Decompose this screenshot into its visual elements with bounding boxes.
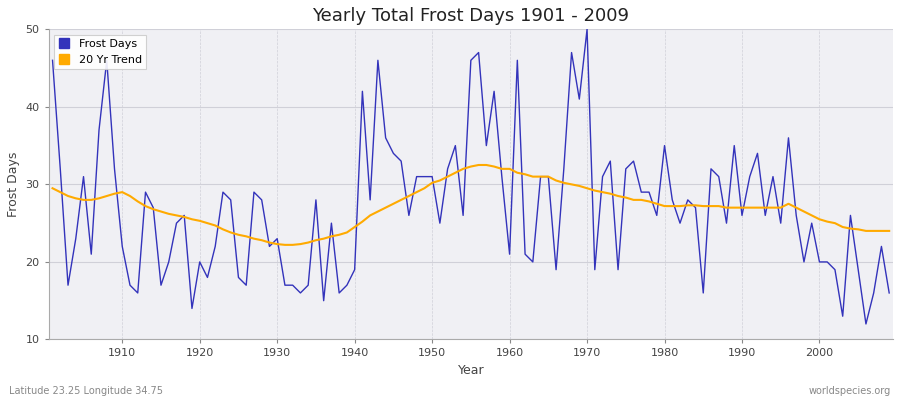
20 Yr Trend bbox=[884, 228, 895, 233]
Frost Days bbox=[497, 174, 508, 179]
Text: Latitude 23.25 Longitude 34.75: Latitude 23.25 Longitude 34.75 bbox=[9, 386, 163, 396]
20 Yr Trend bbox=[287, 242, 298, 247]
Legend: Frost Days, 20 Yr Trend: Frost Days, 20 Yr Trend bbox=[54, 35, 146, 70]
Title: Yearly Total Frost Days 1901 - 2009: Yearly Total Frost Days 1901 - 2009 bbox=[312, 7, 629, 25]
Line: Frost Days: Frost Days bbox=[52, 29, 889, 324]
Frost Days bbox=[581, 27, 592, 32]
Y-axis label: Frost Days: Frost Days bbox=[7, 152, 20, 217]
X-axis label: Year: Year bbox=[457, 364, 484, 377]
20 Yr Trend bbox=[473, 162, 484, 167]
20 Yr Trend bbox=[109, 191, 120, 196]
20 Yr Trend bbox=[280, 242, 291, 247]
Frost Days bbox=[109, 166, 120, 171]
Frost Days bbox=[280, 283, 291, 288]
Line: 20 Yr Trend: 20 Yr Trend bbox=[52, 165, 889, 245]
Frost Days bbox=[47, 58, 58, 63]
20 Yr Trend bbox=[512, 170, 523, 175]
Frost Days bbox=[326, 221, 337, 226]
Frost Days bbox=[605, 159, 616, 164]
Frost Days bbox=[860, 322, 871, 326]
Frost Days bbox=[884, 290, 895, 295]
Frost Days bbox=[504, 252, 515, 256]
20 Yr Trend bbox=[334, 232, 345, 237]
Text: worldspecies.org: worldspecies.org bbox=[809, 386, 891, 396]
20 Yr Trend bbox=[613, 194, 624, 198]
20 Yr Trend bbox=[47, 186, 58, 191]
20 Yr Trend bbox=[519, 172, 530, 177]
